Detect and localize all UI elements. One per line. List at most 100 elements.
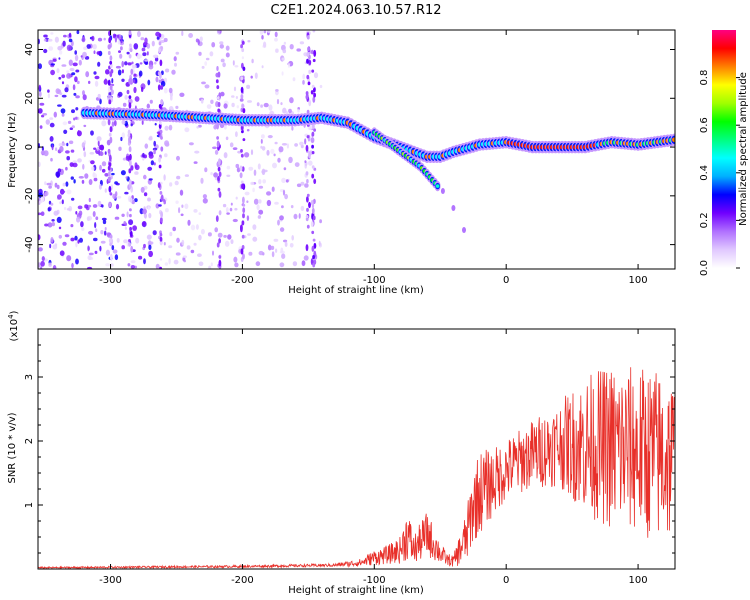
- heatmap-speckle: [117, 69, 122, 76]
- heatmap-speckle: [81, 142, 86, 149]
- heatmap-speckle: [105, 263, 111, 267]
- heatmap-speckle: [289, 44, 294, 50]
- heatmap-speckle: [90, 130, 94, 136]
- heatmap-speckle: [81, 36, 86, 43]
- heatmap-streak: [241, 48, 245, 53]
- heatmap-speckle: [248, 166, 254, 171]
- heatmap-speckle: [304, 138, 307, 145]
- heatmap-streak: [107, 50, 111, 56]
- heatmap-speckle: [234, 207, 238, 211]
- heatmap-speckle: [88, 80, 91, 84]
- heatmap-speckle: [121, 78, 125, 83]
- heatmap-speckle: [148, 137, 153, 141]
- heatmap-speckle: [226, 212, 230, 215]
- heatmap-speckle: [48, 200, 52, 205]
- heatmap-speckle: [274, 31, 278, 38]
- heatmap-speckle: [284, 241, 288, 247]
- heatmap-speckle: [97, 93, 101, 99]
- heatmap-speckle: [104, 230, 107, 236]
- heatmap-streak: [241, 40, 245, 45]
- heatmap-speckle: [121, 132, 126, 139]
- heatmap-speckle: [294, 143, 298, 147]
- heatmap-speckle: [232, 147, 238, 151]
- heatmap-speckle: [222, 203, 227, 208]
- heatmap-speckle: [148, 178, 153, 181]
- snr-multiplier: (x104): [7, 310, 20, 341]
- heatmap-speckle: [163, 37, 168, 43]
- spectrogram-xlabel: Height of straight line (km): [288, 285, 424, 296]
- heatmap-streak: [313, 92, 316, 98]
- heatmap-streak: [306, 193, 310, 197]
- spectrogram-ytick-label: -20: [24, 188, 35, 204]
- heatmap-speckle: [53, 111, 57, 118]
- heatmap-speckle: [77, 205, 83, 210]
- heatmap-streak: [108, 185, 112, 193]
- heatmap-streak: [310, 90, 314, 95]
- heatmap-speckle: [297, 109, 300, 113]
- heatmap-speckle: [153, 140, 156, 147]
- heatmap-speckle: [256, 102, 260, 107]
- heatmap-speckle: [261, 65, 264, 69]
- heatmap-speckle: [213, 124, 218, 130]
- heatmap-speckle: [195, 224, 199, 230]
- heatmap-speckle: [260, 104, 263, 108]
- heatmap-speckle: [208, 265, 212, 269]
- heatmap-streak: [306, 207, 309, 212]
- heatmap-speckle: [257, 215, 262, 219]
- heatmap-speckle: [153, 162, 156, 166]
- heatmap-speckle: [282, 107, 287, 114]
- heatmap-speckle: [154, 122, 157, 126]
- heatmap-streak: [313, 128, 316, 132]
- heatmap-speckle: [55, 147, 58, 151]
- heatmap-streak: [107, 176, 111, 182]
- heatmap-speckle: [188, 33, 194, 38]
- spectrogram-xtick-label: -200: [231, 275, 254, 286]
- heatmap-speckle: [58, 226, 62, 230]
- heatmap-speckle: [227, 234, 232, 240]
- heatmap-speckle: [57, 45, 63, 51]
- heatmap-speckle: [277, 157, 281, 163]
- heatmap-streak: [242, 196, 245, 204]
- colorbar-tick-label: 0.8: [699, 70, 710, 86]
- heatmap-speckle: [225, 136, 229, 141]
- heatmap-speckle: [159, 258, 163, 261]
- heatmap-streak: [311, 151, 315, 155]
- heatmap-speckle: [52, 244, 58, 250]
- heatmap-streak: [241, 220, 245, 226]
- heatmap-speckle: [168, 87, 173, 94]
- heatmap-speckle: [258, 199, 262, 204]
- heatmap-speckle: [212, 250, 214, 256]
- heatmap-streak: [128, 242, 132, 247]
- heatmap-streak: [218, 255, 222, 259]
- heatmap-speckle: [148, 241, 154, 245]
- heatmap-speckle: [204, 167, 208, 173]
- heatmap-speckle: [281, 71, 284, 76]
- heatmap-speckle: [272, 162, 277, 169]
- heatmap-speckle: [69, 67, 75, 72]
- heatmap-speckle: [70, 176, 75, 180]
- heatmap-speckle: [43, 48, 48, 54]
- heatmap-speckle: [63, 129, 68, 134]
- heatmap-speckle: [224, 125, 227, 130]
- heatmap-streak: [128, 95, 132, 99]
- heatmap-speckle: [234, 262, 239, 268]
- heatmap-speckle: [148, 212, 152, 219]
- heatmap-streak: [129, 159, 132, 167]
- heatmap-streak: [128, 239, 131, 243]
- heatmap-speckle: [97, 140, 100, 147]
- heatmap-speckle: [184, 174, 189, 177]
- heatmap-speckle: [104, 78, 108, 85]
- heatmap-speckle: [182, 255, 187, 258]
- heatmap-streak: [109, 136, 113, 144]
- heatmap-streak: [240, 76, 244, 81]
- heatmap-streak: [218, 171, 222, 177]
- heatmap-speckle: [92, 204, 98, 208]
- heatmap-speckle: [304, 183, 309, 188]
- heatmap-streak: [216, 242, 220, 248]
- heatmap-speckle: [66, 142, 69, 147]
- heatmap-speckle: [308, 160, 313, 166]
- heatmap-speckle: [196, 126, 199, 129]
- heatmap-streak: [217, 30, 221, 33]
- heatmap-speckle: [247, 40, 251, 43]
- heatmap-speckle: [78, 210, 83, 216]
